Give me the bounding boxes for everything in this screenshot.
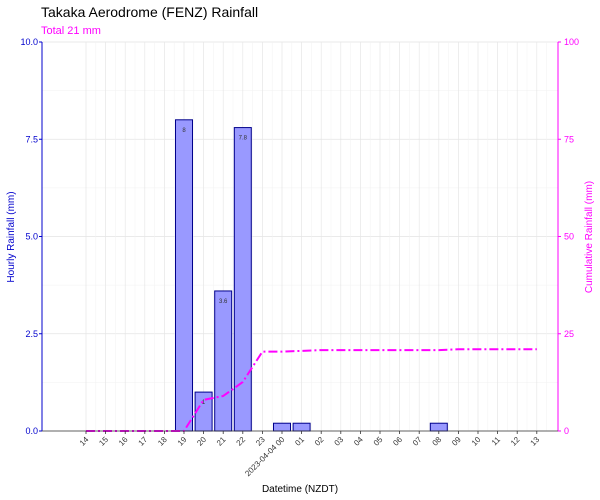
y-axis-title: Hourly Rainfall (mm) [6,191,17,282]
x-tick-label: 02 [313,435,326,448]
bar [273,422,291,432]
y2-tick-label: 0 [564,426,569,436]
bar [175,119,193,432]
bar [429,422,448,432]
chart-subtitle: Total 21 mm [41,25,101,37]
bar-label: 1 [202,400,206,406]
x-tick-label: 19 [176,435,189,448]
y2-axis-title: Cumulative Rainfall (mm) [584,181,595,293]
y-tick-label: 7.5 [25,134,38,144]
x-tick-label: 13 [529,435,542,448]
y2-tick-label: 25 [564,329,574,339]
bar-layer: 8 1 3.6 7.8 [175,119,448,432]
x-tick-label: 05 [372,435,385,448]
x-tick-label: 07 [411,435,424,448]
y-tick-label: 5.0 [25,232,38,242]
bar-label: 8 [182,128,186,134]
x-tick-label: 03 [333,435,346,448]
x-tick-label: 04 [352,435,365,448]
x-tick-label: 06 [391,435,404,448]
bar-label: 3.6 [219,299,228,305]
x-tick-label: 15 [97,435,110,448]
y2-tick-label: 100 [564,37,579,47]
x-tick-label: 12 [509,435,522,448]
x-tick-label: 16 [117,435,130,448]
y2-tick-label: 75 [564,134,574,144]
grid-layer [42,41,558,432]
x-tick-label: 14 [78,435,91,448]
y-tick-label: 0.0 [25,426,38,436]
x-tick-label: 23 [254,435,267,448]
x-tick-label: 22 [235,435,248,448]
x-tick-label: 17 [137,435,150,448]
x-tick-label: 11 [490,435,503,448]
chart-title: Takaka Aerodrome (FENZ) Rainfall [41,4,258,20]
x-axis-title: Datetime (NZDT) [262,484,338,495]
bar-label: 7.8 [239,136,248,142]
x-tick-label: 01 [293,435,306,448]
y-tick-label: 10.0 [20,37,38,47]
x-tick-label: 08 [431,435,444,448]
y-tick-label: 2.5 [25,329,38,339]
x-tick-label: 18 [156,435,169,448]
y2-tick-label: 50 [564,232,574,242]
bar [292,422,311,432]
bar [214,290,233,432]
x-tick-label: 10 [470,435,483,448]
x-tick-label: 09 [450,435,463,448]
x-tick-label: 20 [195,435,208,448]
x-tick-label: 21 [215,435,228,448]
